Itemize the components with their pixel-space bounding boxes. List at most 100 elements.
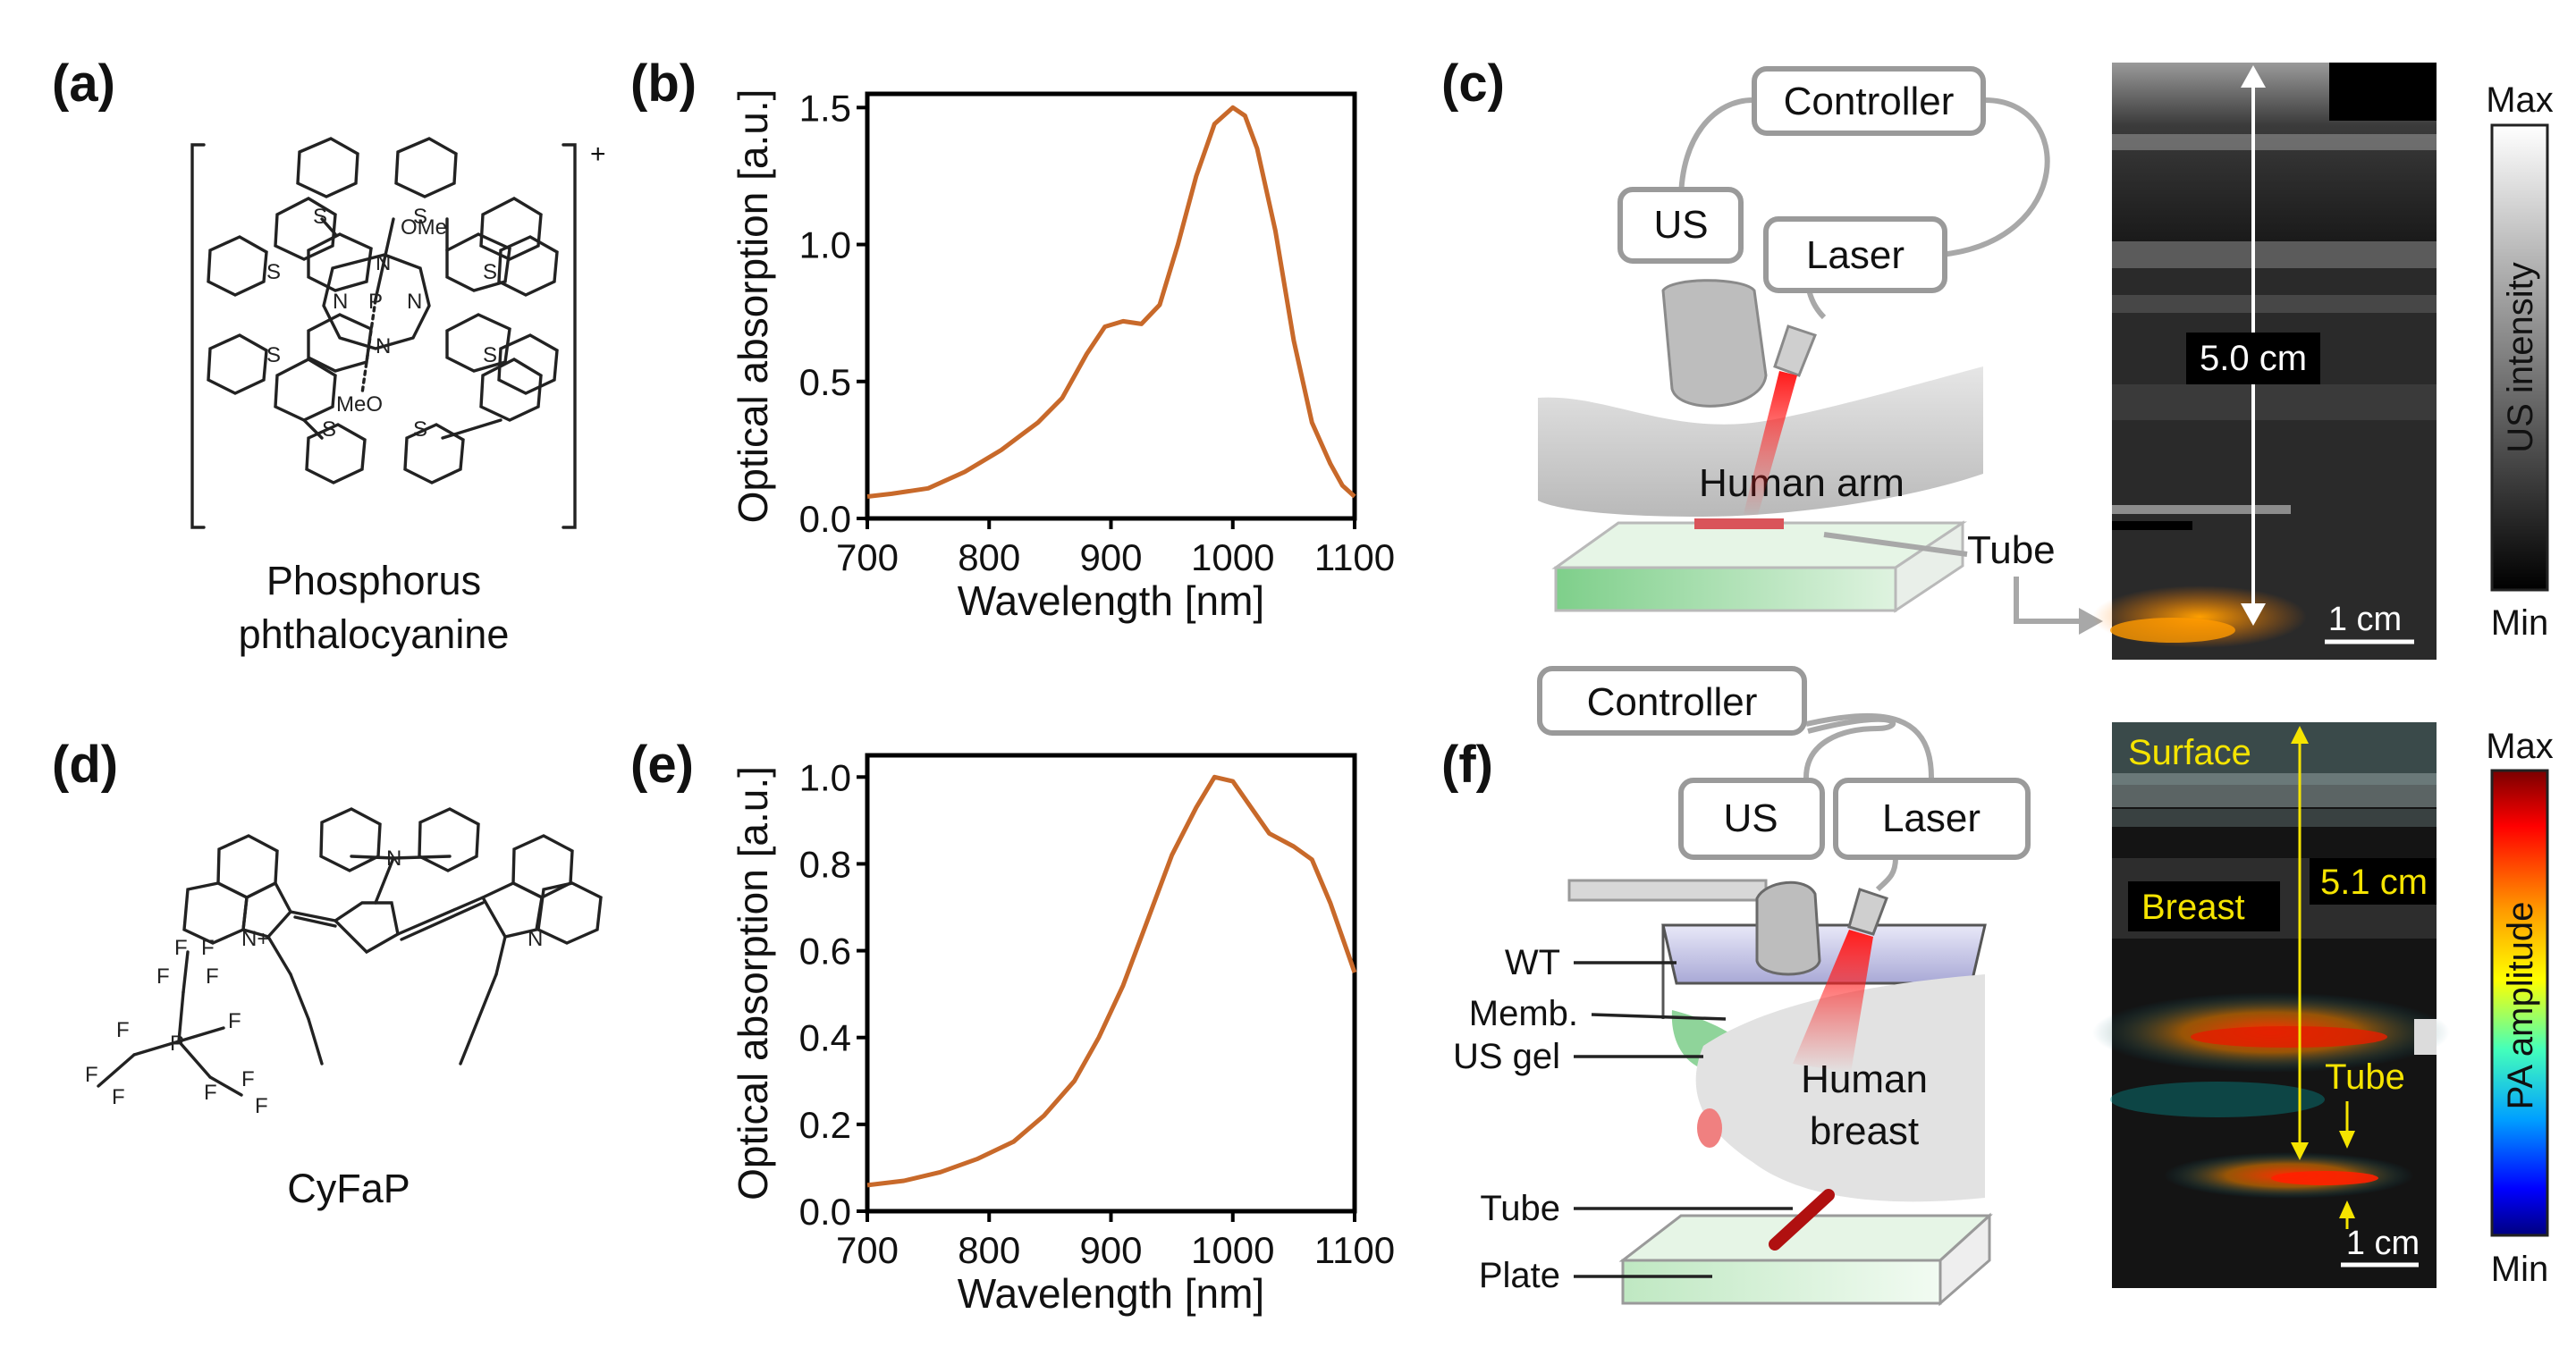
human-arm — [1538, 366, 1983, 517]
depth-label-f: 5.1 cm — [2320, 863, 2428, 902]
panel-d: (d) — [52, 736, 603, 1211]
atom-n-3: N — [407, 290, 422, 314]
atom-nplus: N+ — [241, 927, 269, 951]
tube-label-f: Tube — [1480, 1189, 1560, 1228]
depth-label-c: 5.0 cm — [2200, 339, 2307, 378]
depth-arrow-bottom-f — [2291, 1142, 2309, 1160]
wire-us-controller-f — [1803, 716, 1896, 779]
panel-label-a: (a) — [52, 55, 115, 113]
laser-probe-c — [1773, 324, 1817, 377]
x-tick-label: 900 — [1079, 1229, 1142, 1271]
atom-n-right: N — [528, 927, 543, 951]
x-tick-label: 1000 — [1191, 536, 1274, 578]
atom-f-4: F — [206, 964, 219, 989]
x-tick-label: 700 — [836, 1229, 899, 1271]
atom-s-1: S — [413, 205, 427, 229]
pa-image-f — [2092, 722, 2450, 1288]
x-tick-label: 700 — [836, 536, 899, 578]
atom-meo: MeO — [336, 392, 383, 417]
y-tick-label: 0.8 — [799, 843, 851, 885]
breast-tag-bg — [2128, 881, 2280, 931]
plate-side-f — [1938, 1212, 1991, 1307]
x-axis-label: Wavelength [nm] — [958, 1270, 1264, 1317]
cbar-title-f: PA amplitude — [2501, 902, 2540, 1110]
memb-label: Memb. — [1469, 994, 1578, 1033]
panel-label-b: (b) — [630, 55, 697, 113]
atom-f-5: F — [228, 1009, 241, 1033]
laser-box-f — [1833, 778, 2031, 860]
cbar-max-c: Max — [2486, 80, 2554, 120]
panel-c: (c) Controller US Laser Human arm Tube — [1441, 55, 2554, 660]
human-breast — [1695, 974, 1985, 1202]
atom-f-11: F — [255, 1094, 268, 1118]
x-tick-label: 800 — [958, 1229, 1020, 1271]
cbar-min-f: Min — [2491, 1250, 2548, 1289]
panel-a: (a) + — [52, 55, 606, 657]
depth-arrow-top-c — [2241, 65, 2266, 88]
absorption-curve — [866, 105, 1356, 499]
plate-f — [1621, 1259, 1942, 1305]
x-tick-label: 800 — [958, 536, 1020, 578]
laser-beam-c — [1744, 371, 1797, 518]
x-tick-label: 1000 — [1191, 1229, 1274, 1271]
tube-f — [1769, 1189, 1835, 1251]
bracket-left — [190, 143, 206, 529]
x-tick-label: 900 — [1079, 536, 1142, 578]
x-tick-label: 1100 — [1314, 536, 1395, 578]
compound-name-a-line2: phthalocyanine — [239, 611, 510, 657]
chart-e: 700 800 900 1000 1100 0.0 0.2 0.4 0.6 0.8 1.0 Wavel… — [730, 753, 1395, 1317]
colorbar-pa — [2490, 769, 2549, 1237]
breast-tag: Breast — [2141, 888, 2245, 927]
laser-label-c: Laser — [1806, 233, 1905, 277]
charge-plus: + — [590, 139, 606, 169]
atom-s-8: S — [413, 417, 427, 442]
compound-name-a-line1: Phosphorus — [266, 558, 481, 603]
atom-f-2: F — [201, 936, 215, 960]
atom-s-3: S — [266, 260, 281, 284]
tube-leader-c — [1823, 532, 1968, 557]
arm-label: Human arm — [1699, 461, 1905, 505]
panel-label-c: (c) — [1441, 55, 1505, 113]
wire-laser-probe-f — [1875, 857, 1898, 892]
atom-ome: OMe — [401, 215, 447, 240]
atom-s-2: S — [313, 205, 327, 229]
plate-label: Plate — [1479, 1256, 1560, 1295]
wire-controller-laser — [1939, 97, 2050, 257]
atom-f-3: F — [156, 964, 170, 989]
wire-us-controller — [1678, 97, 1753, 202]
x-axis-label: Wavelength [nm] — [958, 577, 1264, 624]
compound-name-d: CyFaP — [287, 1166, 410, 1211]
atom-n-1: N — [376, 251, 391, 275]
atom-s-6: S — [483, 343, 497, 367]
controller-box-c — [1752, 66, 1986, 136]
atom-f-7: F — [85, 1063, 98, 1087]
y-tick-label: 1.0 — [799, 224, 851, 266]
atom-f-10: F — [241, 1067, 255, 1091]
gel-plate-c — [1554, 566, 1897, 612]
nipple-f — [1697, 1108, 1722, 1148]
cbar-min-c: Min — [2491, 603, 2548, 643]
x-tick-label: 1100 — [1314, 1229, 1395, 1271]
cyfap-structure — [97, 807, 603, 1097]
atom-f-6: F — [116, 1018, 130, 1042]
tube-tag-arrowhead — [2339, 1131, 2355, 1149]
tube-c — [1694, 518, 1784, 529]
y-axis-label: Optical absorption [a.u.] — [730, 89, 776, 524]
atom-p-d: P — [170, 1032, 184, 1056]
panel-f: (f) Controller US Laser Human breast WT — [1441, 666, 2554, 1307]
scalebar-label-c: 1 cm — [2328, 601, 2402, 638]
atom-s-4: S — [483, 260, 497, 284]
surface-label: Surface — [2128, 733, 2251, 772]
panel-label-d: (d) — [52, 736, 118, 794]
cbar-max-f: Max — [2486, 727, 2554, 766]
laser-label-f: Laser — [1882, 796, 1981, 840]
us-label-f: US — [1723, 796, 1778, 840]
plot-frame — [865, 753, 1357, 1214]
tube-label-c: Tube — [1967, 528, 2056, 572]
y-tick-label: 0.4 — [799, 1017, 851, 1059]
y-tick-label: 0.5 — [799, 361, 851, 403]
atom-s-5: S — [266, 343, 281, 367]
laser-probe-f — [1847, 888, 1888, 936]
atom-n-center: N — [386, 846, 401, 871]
y-tick-label: 0.2 — [799, 1104, 851, 1146]
